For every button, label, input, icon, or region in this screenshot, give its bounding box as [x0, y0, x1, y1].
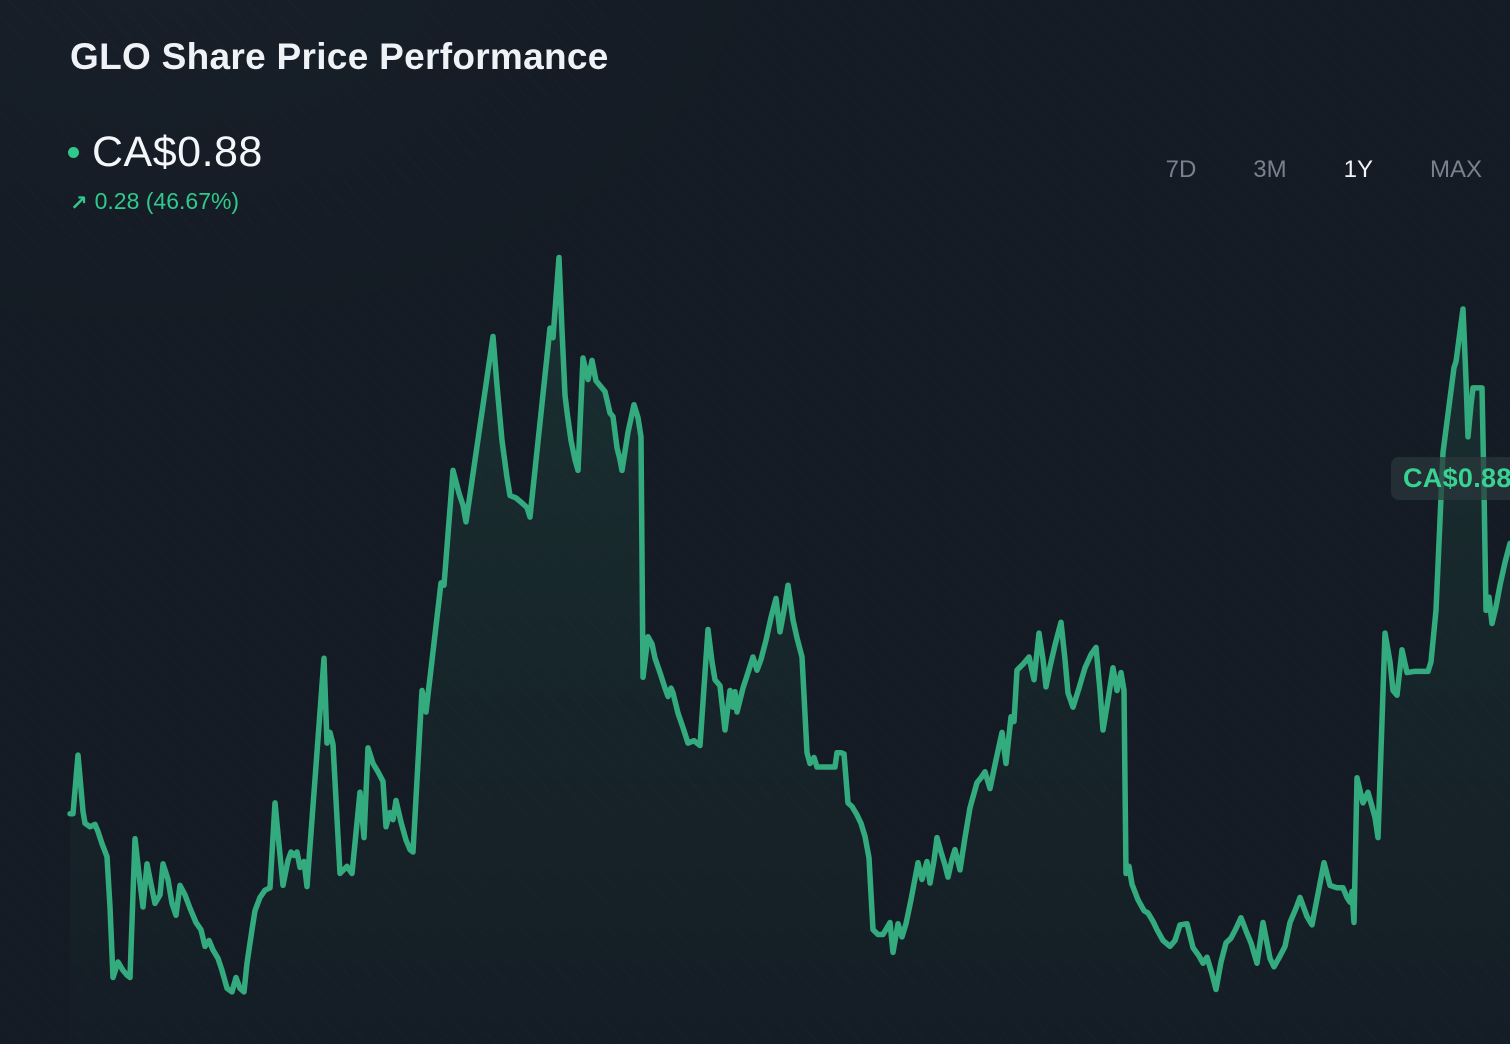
range-option-3m[interactable]: 3M	[1253, 156, 1287, 183]
current-price: CA$0.88	[92, 128, 263, 176]
up-right-arrow-icon: ↗	[70, 191, 88, 215]
page-title: GLO Share Price Performance	[70, 36, 609, 77]
price-change: 0.28 (46.67%)	[94, 188, 240, 214]
current-price-row: CA$0.88	[68, 128, 263, 177]
current-price-tag: CA$0.88	[1391, 457, 1510, 500]
price-dot-icon	[68, 147, 79, 158]
price-tag-label: CA$0.88	[1403, 463, 1510, 493]
chart-area-fill	[70, 257, 1510, 1044]
range-option-max[interactable]: MAX	[1429, 156, 1482, 183]
price-change-row: ↗ 0.28 (46.67%)	[70, 188, 239, 215]
chart-line	[67, 254, 1510, 995]
range-option-1y[interactable]: 1Y	[1343, 156, 1373, 183]
range-option-7d[interactable]: 7D	[1165, 156, 1197, 183]
range-selector: 7D 3M 1Y MAX	[1166, 156, 1482, 184]
